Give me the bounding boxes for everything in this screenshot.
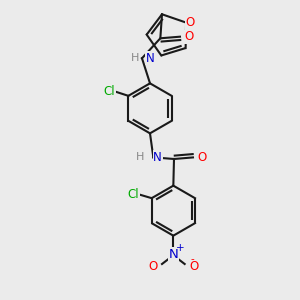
Text: Cl: Cl: [128, 188, 140, 201]
Text: N: N: [153, 151, 162, 164]
Text: O: O: [148, 260, 157, 273]
Text: N: N: [169, 248, 178, 260]
Text: O: O: [198, 151, 207, 164]
Text: H: H: [131, 53, 139, 63]
Text: O: O: [189, 260, 199, 273]
Text: H: H: [136, 152, 145, 162]
Text: +: +: [176, 243, 184, 253]
Text: O: O: [185, 30, 194, 43]
Text: O: O: [185, 16, 195, 29]
Text: N: N: [146, 52, 155, 65]
Text: Cl: Cl: [103, 85, 115, 98]
Text: -: -: [190, 254, 194, 264]
